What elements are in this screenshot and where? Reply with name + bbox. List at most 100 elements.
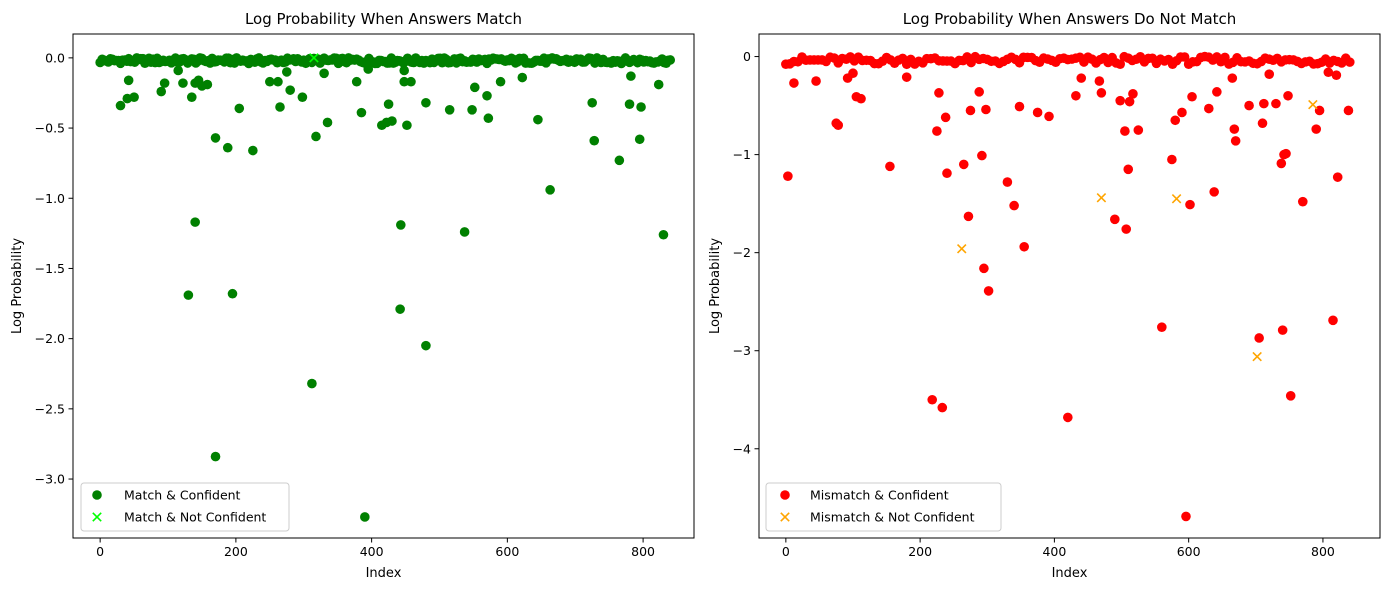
data-point	[356, 107, 367, 118]
data-point	[848, 68, 858, 79]
data-point	[297, 92, 308, 102]
data-point	[1277, 325, 1288, 335]
x-tick-label: 800	[1311, 544, 1335, 559]
data-point	[587, 97, 597, 108]
data-point	[977, 150, 987, 161]
data-point	[811, 76, 821, 86]
data-point	[399, 76, 410, 87]
legend-box-match	[80, 482, 290, 532]
data-point	[227, 288, 238, 299]
y-tick-label: −1	[733, 147, 751, 162]
data-point	[942, 168, 952, 179]
data-point	[1179, 52, 1190, 62]
legend-label-mismatch-confident: Mismatch & Confident	[810, 488, 949, 503]
axis-ticks-mismatch: 0 200 400 600 800 0 −1 −2 −3 −4	[733, 49, 1335, 559]
x-tick-label: 400	[360, 544, 384, 559]
data-point	[265, 76, 275, 87]
data-point	[1181, 511, 1191, 522]
x-tick-label: 600	[495, 544, 519, 559]
legend-marker-mismatch-not-confident	[780, 512, 790, 522]
data-point	[495, 76, 506, 87]
data-point	[1121, 224, 1132, 234]
data-point	[281, 67, 292, 77]
data-point	[469, 82, 480, 93]
data-point-x	[1171, 193, 1182, 204]
data-point	[934, 88, 944, 98]
data-point	[1044, 111, 1054, 122]
data-point	[1019, 241, 1029, 252]
data-point	[1254, 333, 1264, 343]
data-point	[927, 394, 938, 405]
data-point-x	[1252, 351, 1262, 362]
chart-title-mismatch: Log Probability When Answers Do Not Matc…	[903, 10, 1237, 28]
data-point	[360, 512, 370, 522]
data-point	[1281, 148, 1291, 159]
data-point	[1076, 73, 1087, 83]
data-point	[1094, 76, 1105, 86]
data-point	[1204, 103, 1214, 114]
data-point	[363, 64, 374, 74]
legend-match: Match & Confident Match & Not Confident	[80, 482, 290, 532]
y-axis-label-match: Log Probability	[10, 238, 25, 334]
data-point	[1096, 88, 1107, 98]
data-point	[1167, 154, 1177, 165]
data-point	[444, 105, 455, 115]
data-point	[156, 86, 167, 97]
data-point	[1123, 164, 1134, 175]
data-point	[981, 104, 991, 115]
x-tick-label: 0	[782, 544, 790, 559]
y-tick-label: −3	[733, 343, 751, 358]
data-point	[396, 220, 406, 230]
data-point	[186, 92, 197, 102]
data-point	[387, 116, 397, 126]
data-point-x	[309, 53, 319, 63]
data-point	[1212, 87, 1222, 97]
data-point	[159, 78, 170, 88]
data-point	[1032, 107, 1043, 118]
legend-label-match-not-confident: Match & Not Confident	[124, 510, 266, 525]
plot-frame-match	[72, 33, 695, 539]
data-point	[115, 100, 126, 111]
data-point	[614, 155, 625, 166]
data-point	[1230, 136, 1241, 146]
x-tick-label: 200	[908, 544, 932, 559]
data-point	[932, 126, 942, 136]
legend-box-mismatch	[765, 482, 1002, 532]
y-tick-label: −1.0	[35, 191, 65, 206]
legend-marker-match-confident	[92, 490, 102, 500]
data-point	[1170, 115, 1181, 126]
x-tick-label: 0	[96, 544, 104, 559]
data-point	[459, 227, 470, 237]
data-point	[222, 142, 233, 153]
data-point	[1115, 59, 1125, 69]
data-point	[1257, 118, 1268, 129]
data-point	[1120, 126, 1130, 136]
data-point	[1343, 105, 1354, 116]
data-point	[1209, 187, 1219, 197]
data-point	[383, 99, 394, 109]
data-point	[402, 120, 412, 131]
data-point	[1331, 70, 1342, 80]
x-tick-label: 400	[1042, 544, 1066, 559]
data-point	[1115, 95, 1125, 106]
data-point	[1264, 69, 1275, 80]
data-point	[1185, 199, 1195, 210]
y-axis-label-mismatch: Log Probability	[708, 238, 723, 334]
y-tick-label: −2.5	[35, 401, 65, 416]
data-point	[273, 76, 283, 87]
data-point	[248, 145, 258, 156]
data-point	[665, 55, 676, 65]
data-point	[322, 117, 333, 128]
data-point	[351, 76, 362, 87]
data-point	[626, 71, 636, 81]
data-point	[483, 113, 494, 124]
data-point	[210, 133, 221, 143]
data-point	[1133, 125, 1144, 135]
legend-mismatch: Mismatch & Confident Mismatch & Not Conf…	[765, 482, 1002, 532]
data-point	[1014, 101, 1025, 112]
scatter-points-mismatch	[781, 51, 1355, 522]
data-point	[856, 93, 866, 104]
x-tick-label: 600	[1177, 544, 1201, 559]
data-point	[311, 131, 321, 142]
